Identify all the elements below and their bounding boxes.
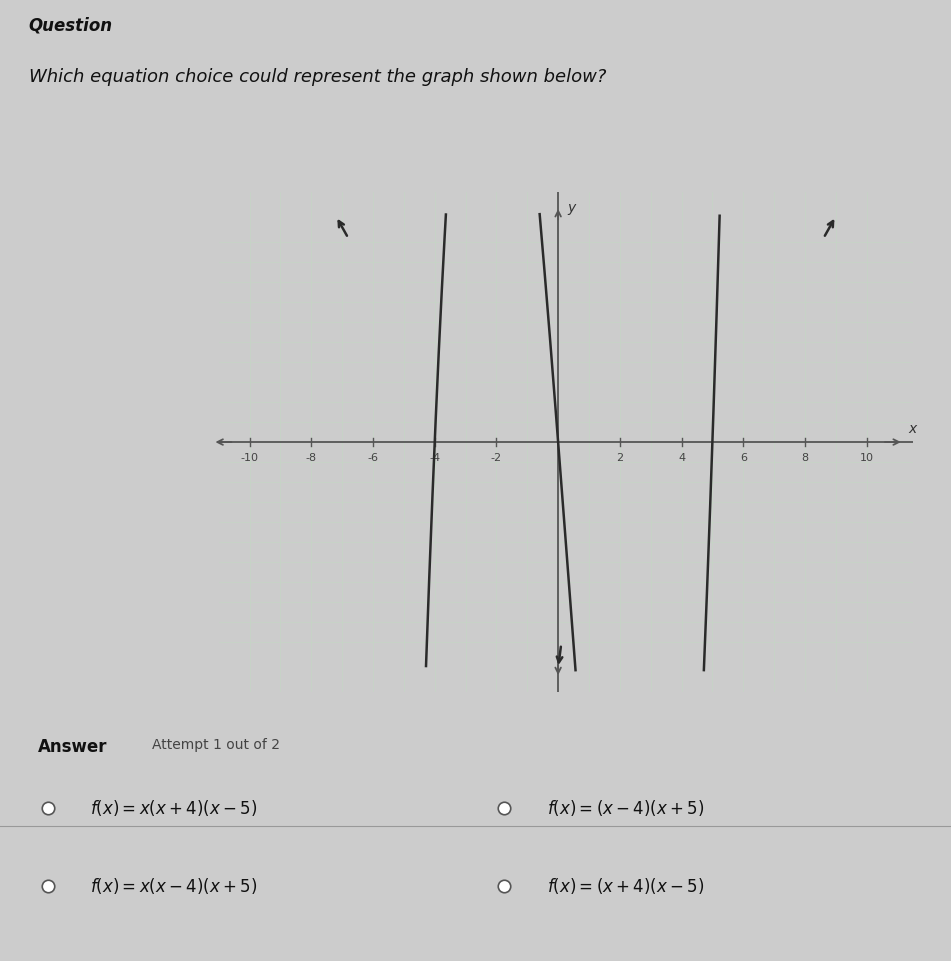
Text: 4: 4	[678, 453, 685, 463]
Text: -6: -6	[367, 453, 378, 463]
Text: Question: Question	[29, 17, 112, 35]
Text: -4: -4	[429, 453, 440, 463]
Text: 2: 2	[616, 453, 624, 463]
Text: 10: 10	[860, 453, 874, 463]
Text: -10: -10	[241, 453, 259, 463]
Text: 8: 8	[802, 453, 808, 463]
Text: -8: -8	[305, 453, 317, 463]
Text: Which equation choice could represent the graph shown below?: Which equation choice could represent th…	[29, 67, 606, 86]
Text: $f(x) = (x − 4)(x + 5)$: $f(x) = (x − 4)(x + 5)$	[547, 798, 704, 818]
Text: $f(x) = (x + 4)(x − 5)$: $f(x) = (x + 4)(x − 5)$	[547, 875, 704, 896]
Text: x: x	[909, 422, 917, 436]
Text: Attempt 1 out of 2: Attempt 1 out of 2	[152, 738, 281, 752]
Text: 6: 6	[740, 453, 747, 463]
Text: y: y	[568, 201, 575, 215]
Text: $f(x) = x(x − 4)(x + 5)$: $f(x) = x(x − 4)(x + 5)$	[90, 875, 258, 896]
Text: Answer: Answer	[38, 738, 107, 755]
Text: -2: -2	[491, 453, 502, 463]
Text: $f(x) = x(x + 4)(x − 5)$: $f(x) = x(x + 4)(x − 5)$	[90, 798, 258, 818]
